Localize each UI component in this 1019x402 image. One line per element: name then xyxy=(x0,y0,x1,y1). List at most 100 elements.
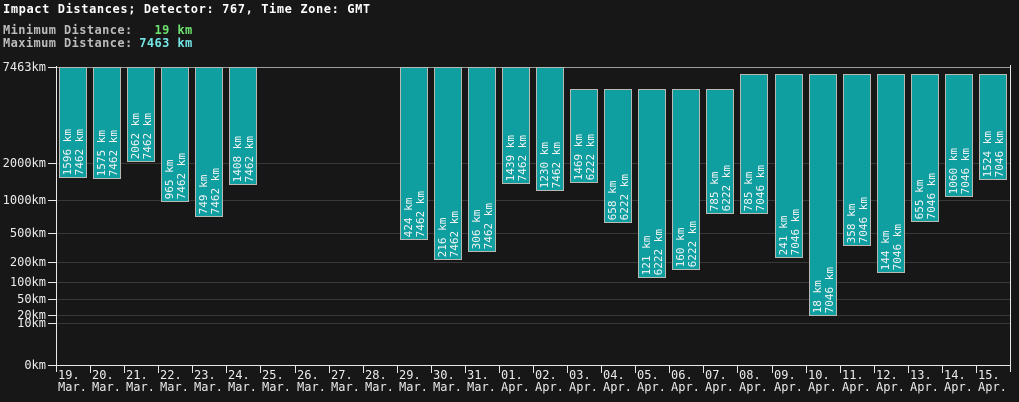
bar-30Mar: 216 km 7462 km xyxy=(434,67,462,260)
y-axis-tick-10km xyxy=(48,323,56,324)
y-axis-tick-1000km xyxy=(48,200,56,201)
y-axis-tick-500km xyxy=(48,233,56,234)
x-axis-label-11Apr: 11. Apr. xyxy=(842,368,871,394)
bar-value-label: 241 km 7046 km xyxy=(776,209,802,255)
x-axis-tick xyxy=(669,366,670,373)
bar-min-value: 2062 km xyxy=(128,112,142,159)
gridline-20km xyxy=(56,315,1010,316)
bar-min-value: 121 km xyxy=(639,235,653,275)
bar-min-value: 144 km xyxy=(878,230,892,270)
gridline-50km xyxy=(56,299,1010,300)
bar-01Apr: 1439 km 7462 km xyxy=(502,67,530,184)
y-axis-tick-2000km xyxy=(48,163,56,164)
gridline-200km xyxy=(56,262,1010,263)
maximum-distance-label: Maximum Distance: xyxy=(3,36,133,50)
bar-03Apr: 1469 km 6222 km xyxy=(570,89,598,183)
x-axis-tick xyxy=(772,366,773,373)
x-axis-tick xyxy=(737,366,738,373)
bar-08Apr: 785 km 7046 km xyxy=(740,74,768,214)
minimum-distance-label: Minimum Distance: xyxy=(3,23,133,37)
x-axis-label-09Apr: 09. Apr. xyxy=(774,368,803,394)
bar-min-value: 1408 km xyxy=(230,135,244,182)
x-axis-label-22Mar: 22. Mar. xyxy=(160,368,189,394)
x-axis-label-05Apr: 05. Apr. xyxy=(637,368,666,394)
bar-value-label: 216 km 7462 km xyxy=(435,211,461,257)
bar-min-value: 241 km xyxy=(776,215,790,255)
gridline-7463km xyxy=(56,67,1010,68)
x-axis-tick xyxy=(226,366,227,373)
bar-value-label: 160 km 6222 km xyxy=(673,221,699,267)
x-axis-label-29Mar: 29. Mar. xyxy=(399,368,428,394)
y-axis-label-20km: 20km xyxy=(17,308,46,322)
bar-value-label: 1596 km 7462 km xyxy=(60,129,86,175)
bar-value-label: 1439 km 7462 km xyxy=(503,135,529,181)
chart-title: Impact Distances; Detector: 767, Time Zo… xyxy=(3,2,371,16)
bar-22Mar: 965 km 7462 km xyxy=(161,67,189,202)
bar-value-label: 1230 km 7462 km xyxy=(537,142,563,188)
bar-min-value: 655 km xyxy=(912,179,926,219)
bar-20Mar: 1575 km 7462 km xyxy=(93,67,121,179)
bar-max-value: 7046 km xyxy=(753,164,767,211)
x-axis-label-15Apr: 15. Apr. xyxy=(978,368,1007,394)
bar-min-value: 1524 km xyxy=(980,130,994,177)
bar-max-value: 7462 km xyxy=(447,210,461,257)
bar-max-value: 7462 km xyxy=(515,134,529,181)
x-axis-label-03Apr: 03. Apr. xyxy=(569,368,598,394)
bar-value-label: 1408 km 7462 km xyxy=(230,136,256,182)
maximum-distance-row: Maximum Distance: 7463 km xyxy=(3,37,193,50)
x-axis-label-19Mar: 19. Mar. xyxy=(58,368,87,394)
distance-stats: Minimum Distance: 19 km Maximum Distance:… xyxy=(3,24,193,50)
x-axis-tick xyxy=(260,366,261,373)
gridline-500km xyxy=(56,233,1010,234)
bar-12Apr: 144 km 7046 km xyxy=(877,74,905,273)
bar-max-value: 7046 km xyxy=(788,208,802,255)
bar-31Mar: 306 km 7462 km xyxy=(468,67,496,252)
bar-min-value: 1439 km xyxy=(503,134,517,181)
bar-14Apr: 1060 km 7046 km xyxy=(945,74,973,197)
bar-value-label: 658 km 6222 km xyxy=(605,174,631,220)
gridline-1000km xyxy=(56,200,1010,201)
y-axis-label-2000km: 2000km xyxy=(2,156,46,170)
y-axis-label-500km: 500km xyxy=(9,226,46,240)
bar-min-value: 965 km xyxy=(162,159,176,199)
x-axis-tick xyxy=(124,366,125,373)
bar-min-value: 1469 km xyxy=(571,133,585,180)
y-axis-tick-7463km xyxy=(48,67,56,68)
bar-11Apr: 358 km 7046 km xyxy=(843,74,871,246)
y-axis-label-200km: 200km xyxy=(9,255,46,269)
minimum-distance-value: 19 km xyxy=(154,23,193,37)
y-axis-label-7463km: 7463km xyxy=(2,60,46,74)
bar-max-value: 6222 km xyxy=(651,228,665,275)
y-axis-line xyxy=(56,66,57,372)
bar-max-value: 7462 km xyxy=(208,167,222,214)
x-axis-tick xyxy=(840,366,841,373)
x-axis-label-31Mar: 31. Mar. xyxy=(467,368,496,394)
gridline-2000km xyxy=(56,163,1010,164)
x-axis-label-21Mar: 21. Mar. xyxy=(126,368,155,394)
bar-04Apr: 658 km 6222 km xyxy=(604,89,632,223)
bar-max-value: 7462 km xyxy=(174,152,188,199)
x-axis-tick xyxy=(465,366,466,373)
x-axis-tick xyxy=(499,366,500,373)
bar-min-value: 424 km xyxy=(401,197,415,237)
bar-value-label: 1524 km 7046 km xyxy=(980,131,1006,177)
x-axis-label-01Apr: 01. Apr. xyxy=(501,368,530,394)
x-axis-tick xyxy=(158,366,159,373)
x-axis-label-14Apr: 14. Apr. xyxy=(944,368,973,394)
bar-value-label: 1469 km 6222 km xyxy=(571,134,597,180)
bar-21Mar: 2062 km 7462 km xyxy=(127,67,155,162)
x-axis-label-28Mar: 28. Mar. xyxy=(365,368,394,394)
bar-min-value: 785 km xyxy=(741,171,755,211)
x-axis-tick xyxy=(90,366,91,373)
x-axis-line xyxy=(56,365,1011,366)
x-axis-label-07Apr: 07. Apr. xyxy=(705,368,734,394)
x-axis-tick xyxy=(806,366,807,373)
x-axis-label-23Mar: 23. Mar. xyxy=(194,368,223,394)
bar-value-label: 1575 km 7462 km xyxy=(94,130,120,176)
bar-02Apr: 1230 km 7462 km xyxy=(536,67,564,191)
bar-max-value: 6222 km xyxy=(685,220,699,267)
x-axis-tick xyxy=(942,366,943,373)
x-axis-label-04Apr: 04. Apr. xyxy=(603,368,632,394)
bar-value-label: 144 km 7046 km xyxy=(878,224,904,270)
